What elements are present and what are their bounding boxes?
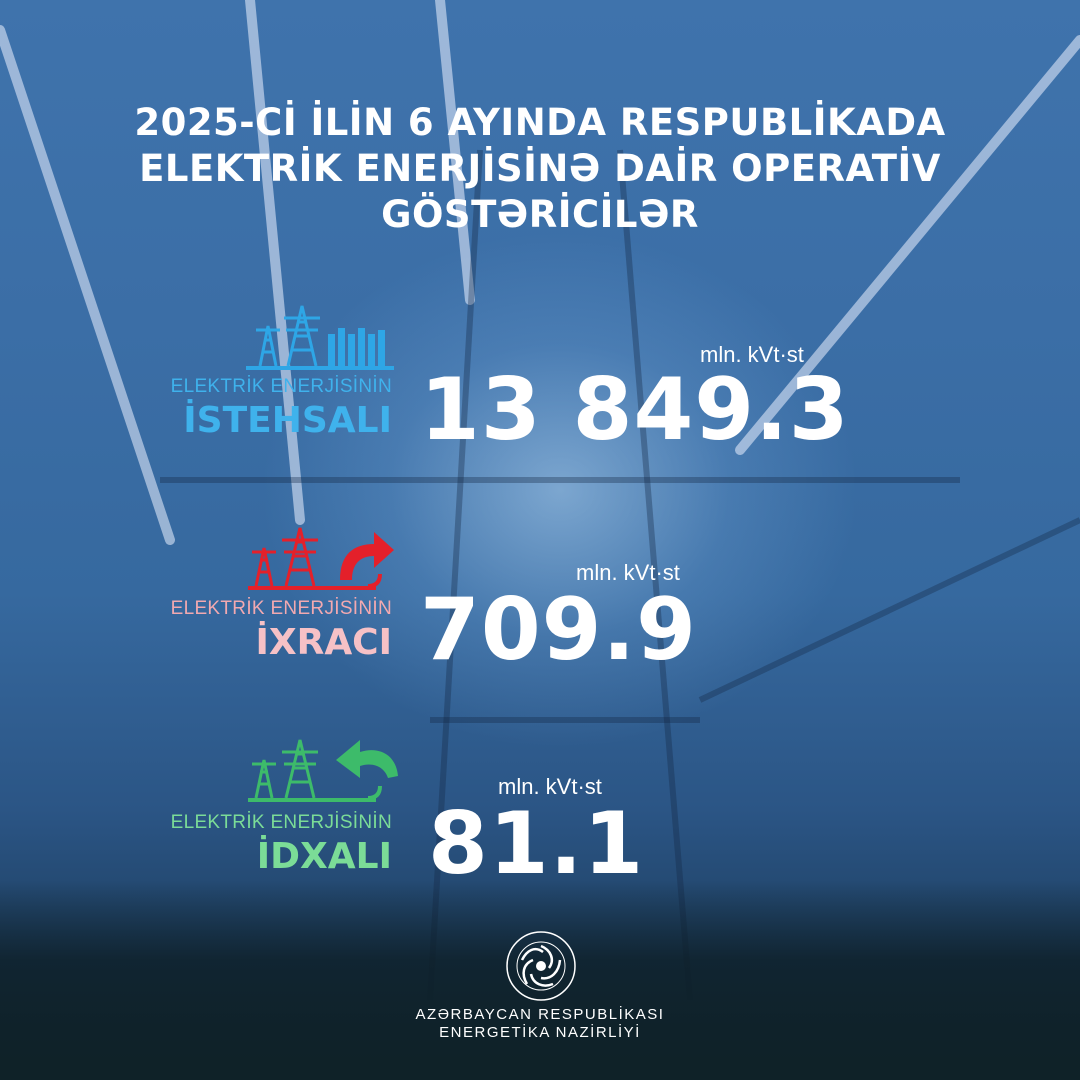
title-line-3: GÖSTƏRİCİLƏR	[381, 193, 699, 236]
export-value: 709.9	[420, 580, 698, 680]
page-title: 2025-Cİ İLİN 6 AYINDA RESPUBLİKADA ELEKT…	[90, 100, 990, 238]
ministry-name-line-2: ENERGETİKA NAZİRLİYİ	[439, 1024, 641, 1041]
power-plant-icon	[246, 305, 394, 370]
import-arrow-icon	[248, 739, 398, 802]
ministry-name-line-1: AZƏRBAYCAN RESPUBLİKASI	[415, 1006, 665, 1023]
production-label-big: İSTEHSALI	[183, 400, 392, 441]
title-line-1: 2025-Cİ İLİN 6 AYINDA RESPUBLİKADA	[134, 101, 946, 144]
production-label-small: ELEKTRİK ENERJİSİNİN	[170, 376, 392, 397]
import-unit: mln. kVt·st	[498, 774, 602, 799]
export-label-big: İXRACI	[255, 622, 392, 663]
export-label-small: ELEKTRİK ENERJİSİNİN	[170, 598, 392, 619]
production-unit: mln. kVt·st	[700, 342, 804, 367]
ministry-name: AZƏRBAYCAN RESPUBLİKASI ENERGETİKA NAZİR…	[340, 1006, 740, 1042]
export-arrow-icon	[248, 527, 394, 590]
title-line-2: ELEKTRİK ENERJİSİNƏ DAİR OPERATİV	[139, 147, 941, 190]
export-unit: mln. kVt·st	[576, 560, 680, 585]
ministry-emblem-icon	[506, 931, 576, 1001]
import-label-small: ELEKTRİK ENERJİSİNİN	[170, 812, 392, 833]
production-value: 13 849.3	[420, 360, 850, 460]
import-label-big: İDXALI	[256, 836, 392, 877]
import-value: 81.1	[428, 794, 645, 894]
